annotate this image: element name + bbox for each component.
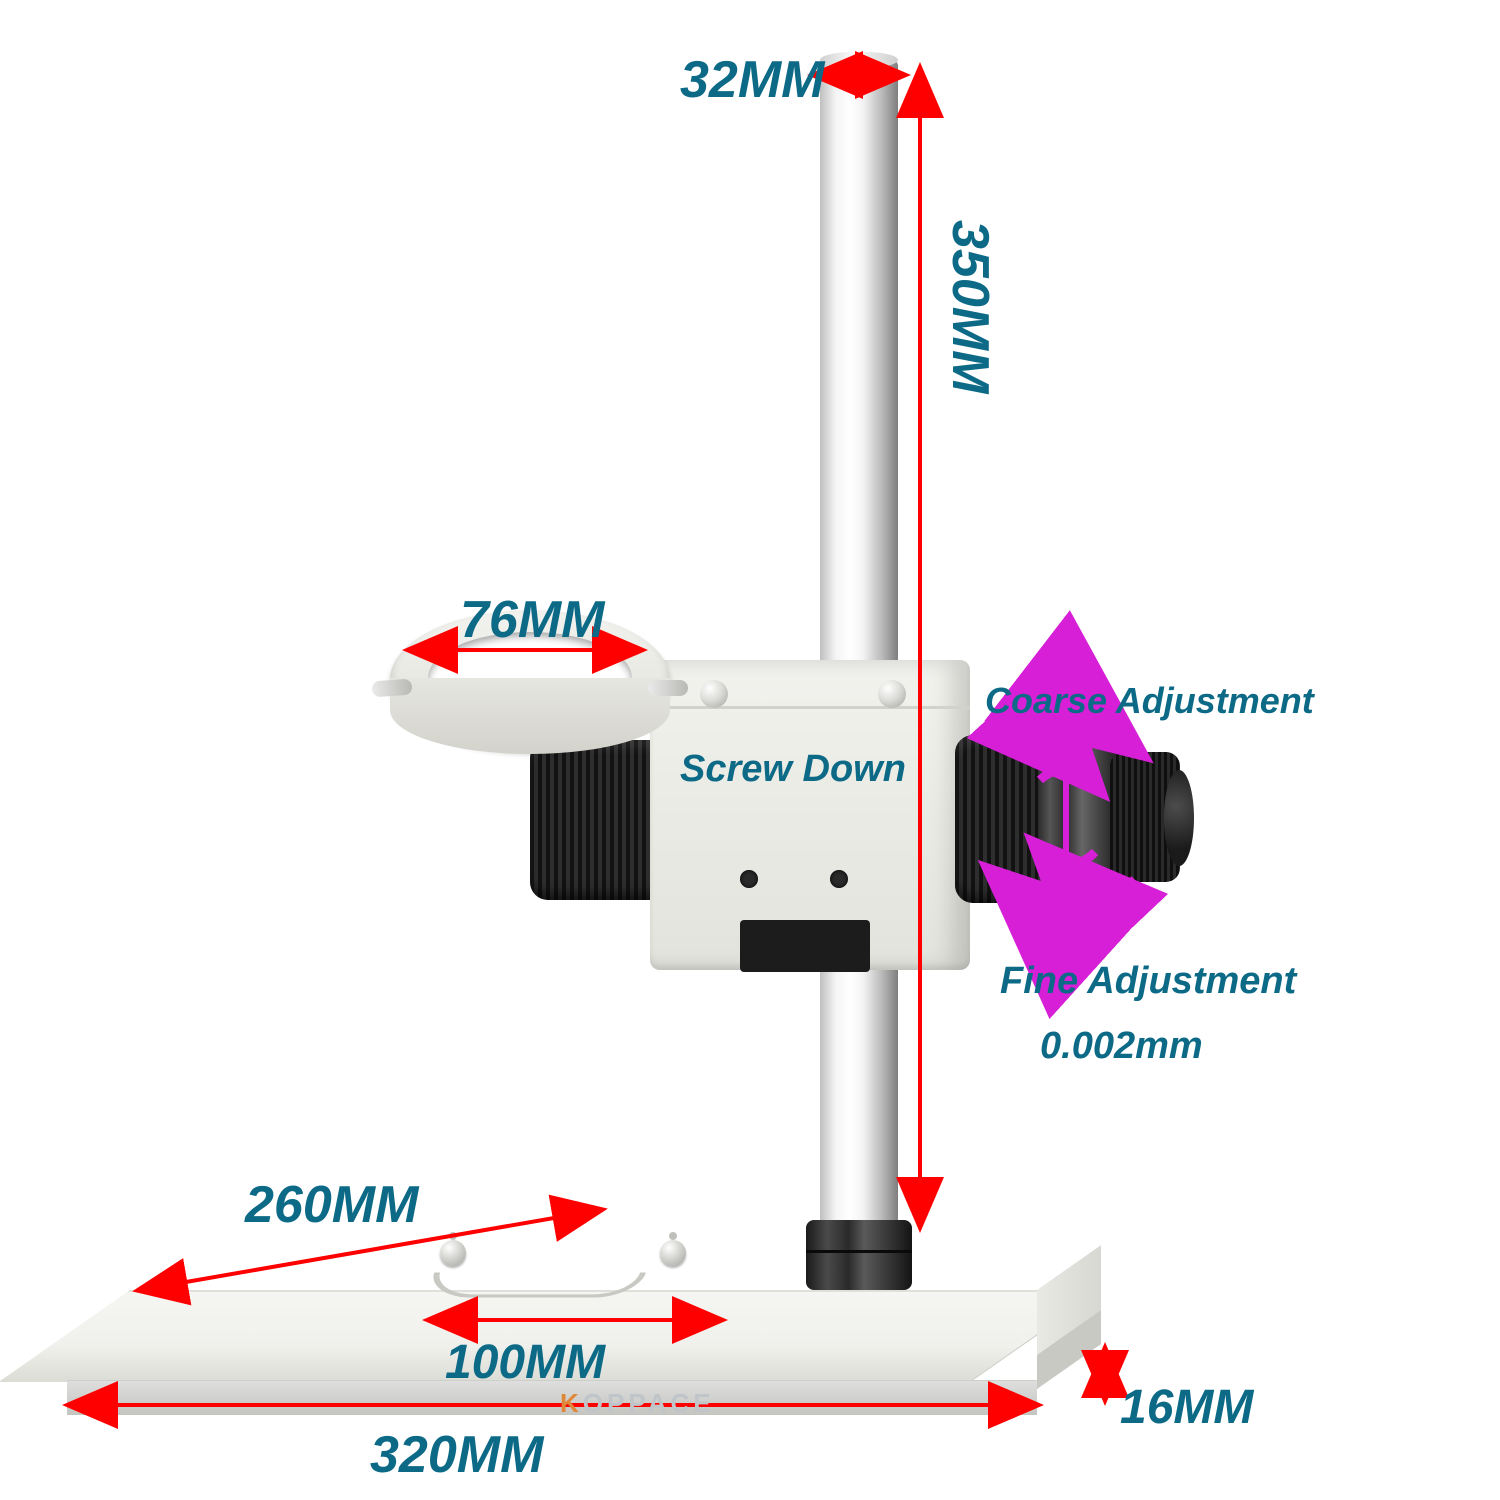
dim-column-diameter: 32MM xyxy=(680,50,824,110)
dim-ring-diameter: 76MM xyxy=(460,590,604,650)
brand-accent-letter: K xyxy=(560,1388,583,1418)
brand-logo: KOPPACE xyxy=(560,1388,715,1419)
callout-fine-value: 0.002mm xyxy=(1040,1025,1203,1068)
lock-screw-top-right xyxy=(878,680,906,708)
column-cap xyxy=(820,52,898,68)
lock-screw-top-left xyxy=(700,680,728,708)
dim-base-depth: 260MM xyxy=(245,1175,418,1235)
coarse-knob-right xyxy=(955,735,1045,903)
stage-clip xyxy=(426,1272,646,1297)
coarse-knob-left xyxy=(530,740,670,900)
dim-stage-width: 100MM xyxy=(445,1335,605,1390)
fine-knob-endcap xyxy=(1164,770,1194,866)
dim-base-thickness: 16MM xyxy=(1120,1380,1253,1435)
callout-fine-adjustment: Fine Adjustment xyxy=(1000,960,1296,1003)
fine-knob-scale-drum xyxy=(1038,742,1118,892)
stage-clip-pin-left xyxy=(440,1240,466,1266)
dim-column-height: 350MM xyxy=(940,220,1000,393)
brand-rest: OPPACE xyxy=(583,1388,715,1418)
ring-thumbscrew-right xyxy=(648,680,688,696)
diagram-stage: { "type": "annotated-product-diagram", "… xyxy=(0,0,1500,1500)
callout-coarse-adjustment: Coarse Adjustment xyxy=(985,680,1314,722)
ring-thumbscrew-left xyxy=(371,679,412,698)
callout-screw-down: Screw Down xyxy=(680,748,906,791)
dim-base-width: 320MM xyxy=(370,1425,543,1485)
focus-block-slot xyxy=(740,920,870,972)
mount-hole-2 xyxy=(830,870,848,888)
stage-clip-pin-right xyxy=(660,1240,686,1266)
mount-hole-1 xyxy=(740,870,758,888)
column-base-collar xyxy=(806,1220,912,1290)
